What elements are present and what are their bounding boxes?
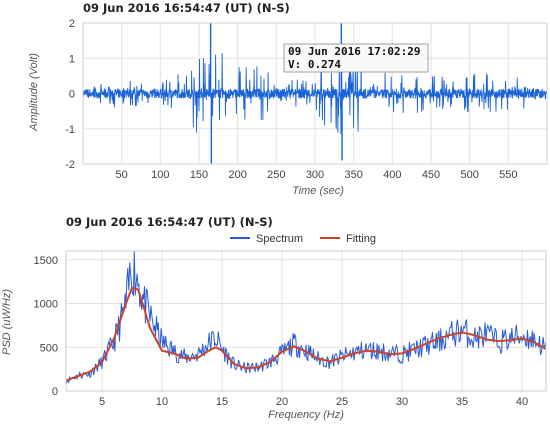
spectrum-line (65, 250, 547, 384)
top-x-axis-label: Time (sec) (292, 185, 344, 197)
bottom-y-axis-label: PSD (uW/Hz) (1, 289, 13, 355)
bottom-x-tick-label: 40 (516, 396, 528, 408)
bottom-y-tick-label: 500 (40, 342, 58, 354)
bottom-x-tick-label: 30 (396, 396, 408, 408)
psd-chart: 09 Jun 2016 16:54:47 (UT) (N-S) Spectrum… (1, 215, 547, 421)
amplitude-line (82, 51, 548, 135)
bottom-plot-frame (65, 250, 547, 392)
top-x-tick-label: 150 (190, 169, 208, 181)
top-x-tick-label: 100 (151, 169, 169, 181)
top-x-tick-label: 50 (116, 169, 128, 181)
tooltip-time: 09 Jun 2016 17:02:29 (288, 45, 420, 58)
bottom-x-ticks: 5 10 15 20 25 30 35 40 (99, 396, 528, 408)
top-x-ticks: 50 100 150 200 250 300 350 400 450 500 550 (116, 169, 518, 181)
top-x-tick-label: 350 (344, 169, 362, 181)
top-x-tick-label: 200 (228, 169, 246, 181)
top-x-tick-label: 250 (267, 169, 285, 181)
top-y-tick-label: 0 (69, 89, 75, 101)
top-y-ticks: 2 1 0 -1 -2 (65, 18, 75, 171)
top-chart-title: 09 Jun 2016 16:54:47 (UT) (N-S) (83, 1, 290, 15)
bottom-chart-title: 09 Jun 2016 16:54:47 (UT) (N-S) (66, 215, 273, 229)
bottom-x-axis-label: Frequency (Hz) (268, 409, 344, 421)
bottom-y-ticks: 1500 1000 500 0 (34, 255, 58, 398)
legend-fitting-label: Fitting (346, 233, 376, 245)
tooltip-box (283, 43, 429, 73)
bottom-x-tick-label: 5 (99, 396, 105, 408)
top-x-tick-label: 300 (306, 169, 324, 181)
tooltip: 09 Jun 2016 17:02:29 V: 0.274 (283, 43, 429, 73)
psd-series (65, 250, 547, 384)
top-y-tick-label: 2 (69, 18, 75, 30)
top-x-tick-label: 450 (422, 169, 440, 181)
bottom-x-tick-label: 15 (216, 396, 228, 408)
top-y-tick-label: -2 (65, 159, 75, 171)
bottom-grid (66, 251, 546, 392)
top-x-tick-label: 400 (383, 169, 401, 181)
top-plot-frame (82, 22, 548, 165)
bottom-y-tick-label: 1000 (34, 299, 58, 311)
top-y-tick-label: -1 (65, 124, 75, 136)
legend: Spectrum Fitting (230, 233, 376, 245)
bottom-x-tick-label: 10 (156, 396, 168, 408)
fitting-line (65, 286, 547, 382)
bottom-x-tick-label: 35 (456, 396, 468, 408)
top-y-tick-label: 1 (69, 53, 75, 65)
top-x-tick-label: 500 (460, 169, 478, 181)
top-y-axis-label: Amplitude (Volt) (28, 53, 40, 132)
top-x-tick-label: 550 (499, 169, 517, 181)
bottom-y-tick-label: 0 (52, 386, 58, 398)
tooltip-value: V: 0.274 (288, 58, 341, 71)
legend-spectrum-label: Spectrum (256, 233, 303, 245)
bottom-x-tick-label: 25 (336, 396, 348, 408)
time-series-chart: 09 Jun 2016 16:54:47 (UT) (N-S) 50 100 150… (28, 1, 548, 197)
bottom-y-tick-label: 1500 (34, 255, 58, 267)
bottom-x-tick-label: 20 (276, 396, 288, 408)
